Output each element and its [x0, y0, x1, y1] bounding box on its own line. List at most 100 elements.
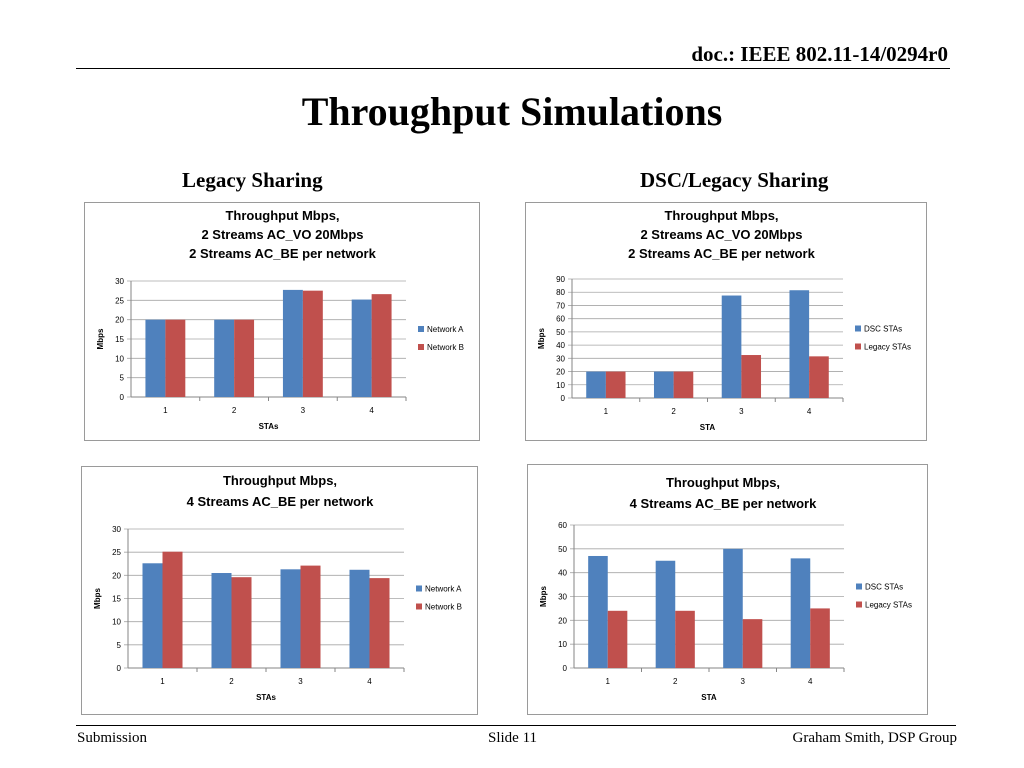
bar-series-b — [165, 319, 186, 397]
chart-panel-dsc-be: Throughput Mbps, 4 Streams AC_BE per netw… — [527, 464, 928, 715]
chart-legacy-be: Throughput Mbps, 4 Streams AC_BE per netw… — [93, 473, 462, 702]
section-label-legacy: Legacy Sharing — [182, 168, 323, 192]
footer-slide-number: Slide 11 — [488, 730, 538, 746]
x-tick-label: 3 — [741, 677, 746, 686]
y-tick-label: 0 — [117, 664, 122, 673]
x-tick-label: 2 — [229, 677, 234, 686]
legend-label: DSC STAs — [864, 325, 902, 334]
bar-series-b — [302, 290, 323, 397]
y-tick-label: 15 — [115, 335, 124, 344]
legend-label: Legacy STAs — [865, 601, 912, 610]
bar-series-a — [349, 569, 370, 668]
bar-series-b — [369, 578, 390, 668]
bar-series-a — [655, 560, 676, 668]
bar-series-b — [741, 355, 762, 398]
document-id: doc.: IEEE 802.11-14/0294r0 — [691, 42, 948, 66]
y-tick-label: 25 — [112, 548, 121, 557]
chart-legacy-vo-be: Throughput Mbps, 2 Streams AC_VO 20Mbps 2 … — [96, 208, 464, 431]
y-axis-label: Mbps — [537, 328, 546, 349]
bar-series-b — [300, 565, 321, 668]
y-tick-label: 40 — [558, 569, 567, 578]
bar-series-a — [142, 563, 163, 668]
legend-label: Network A — [425, 585, 462, 594]
bar-series-b — [231, 577, 252, 668]
legend-swatch — [856, 601, 862, 608]
chart-title-line: Throughput Mbps, — [225, 208, 339, 223]
y-tick-label: 0 — [120, 393, 125, 402]
chart-panel-legacy-be: Throughput Mbps, 4 Streams AC_BE per netw… — [81, 466, 478, 715]
legend-swatch — [418, 344, 424, 350]
y-tick-label: 80 — [556, 288, 565, 297]
y-tick-label: 5 — [117, 641, 122, 650]
bar-series-b — [607, 610, 628, 668]
y-tick-label: 20 — [115, 316, 124, 325]
x-tick-label: 3 — [739, 407, 744, 416]
x-tick-label: 3 — [301, 406, 306, 415]
y-tick-label: 15 — [112, 595, 121, 604]
bar-series-a — [280, 569, 301, 668]
x-tick-label: 1 — [163, 406, 168, 415]
y-tick-label: 0 — [563, 664, 568, 673]
bar-series-b — [810, 608, 830, 668]
x-tick-label: 1 — [606, 677, 611, 686]
bar-series-b — [673, 371, 694, 398]
y-tick-label: 10 — [112, 618, 121, 627]
footer-divider — [76, 725, 956, 726]
y-tick-label: 20 — [112, 571, 121, 580]
bar-series-a — [653, 371, 674, 398]
y-tick-label: 30 — [558, 593, 567, 602]
x-tick-label: 4 — [808, 677, 813, 686]
chart-dsc-vo-be: Throughput Mbps, 2 Streams AC_VO 20Mbps 2 … — [537, 208, 911, 432]
legend-label: Legacy STAs — [864, 343, 911, 352]
bar-series-b — [605, 371, 626, 398]
y-tick-label: 60 — [558, 521, 567, 530]
y-tick-label: 25 — [115, 296, 124, 305]
chart-title-line: Throughput Mbps, — [664, 208, 778, 223]
y-tick-label: 30 — [112, 525, 121, 534]
x-axis-label: STA — [700, 423, 716, 432]
y-axis-label: Mbps — [539, 586, 548, 607]
x-tick-label: 2 — [671, 407, 676, 416]
bar-series-a — [588, 555, 608, 668]
x-axis-label: STAs — [256, 693, 276, 702]
x-tick-label: 2 — [673, 677, 678, 686]
bar-series-a — [351, 299, 372, 397]
x-tick-label: 1 — [160, 677, 165, 686]
chart-title-line: 4 Streams AC_BE per network — [630, 496, 817, 511]
slide-title: Throughput Simulations — [301, 89, 723, 134]
chart-title-line: 4 Streams AC_BE per network — [187, 494, 374, 509]
chart-panel-legacy-vo: Throughput Mbps, 2 Streams AC_VO 20Mbps 2 … — [84, 202, 480, 441]
bar-series-a — [790, 558, 811, 668]
y-tick-label: 20 — [558, 616, 567, 625]
y-tick-label: 50 — [558, 545, 567, 554]
header-divider — [76, 68, 950, 69]
legend-swatch — [856, 583, 862, 590]
y-tick-label: 30 — [115, 277, 124, 286]
x-tick-label: 3 — [298, 677, 303, 686]
bar-series-a — [145, 319, 166, 397]
chart-title-line: 2 Streams AC_BE per network — [628, 246, 815, 261]
footer-author: Graham Smith, DSP Group — [792, 730, 957, 746]
x-tick-label: 2 — [232, 406, 237, 415]
bar-series-b — [742, 619, 763, 668]
chart-title-line: Throughput Mbps, — [666, 475, 780, 490]
bar-series-b — [371, 294, 392, 397]
footer-submission: Submission — [77, 730, 148, 746]
legend-label: Network B — [427, 343, 464, 352]
bar-series-a — [789, 290, 810, 398]
y-tick-label: 30 — [556, 354, 565, 363]
legend-swatch — [418, 326, 424, 332]
y-tick-label: 50 — [556, 328, 565, 337]
x-tick-label: 4 — [807, 407, 812, 416]
bar-series-a — [721, 295, 742, 398]
bar-series-a — [723, 548, 743, 668]
legend-swatch — [416, 603, 422, 610]
x-axis-label: STAs — [259, 422, 279, 431]
x-tick-label: 4 — [369, 406, 374, 415]
section-label-dsc-legacy: DSC/Legacy Sharing — [640, 168, 829, 192]
bar-series-a — [214, 319, 235, 397]
y-tick-label: 5 — [120, 374, 125, 383]
legend-swatch — [416, 585, 422, 592]
bar-series-a — [282, 289, 303, 397]
y-tick-label: 10 — [115, 354, 124, 363]
